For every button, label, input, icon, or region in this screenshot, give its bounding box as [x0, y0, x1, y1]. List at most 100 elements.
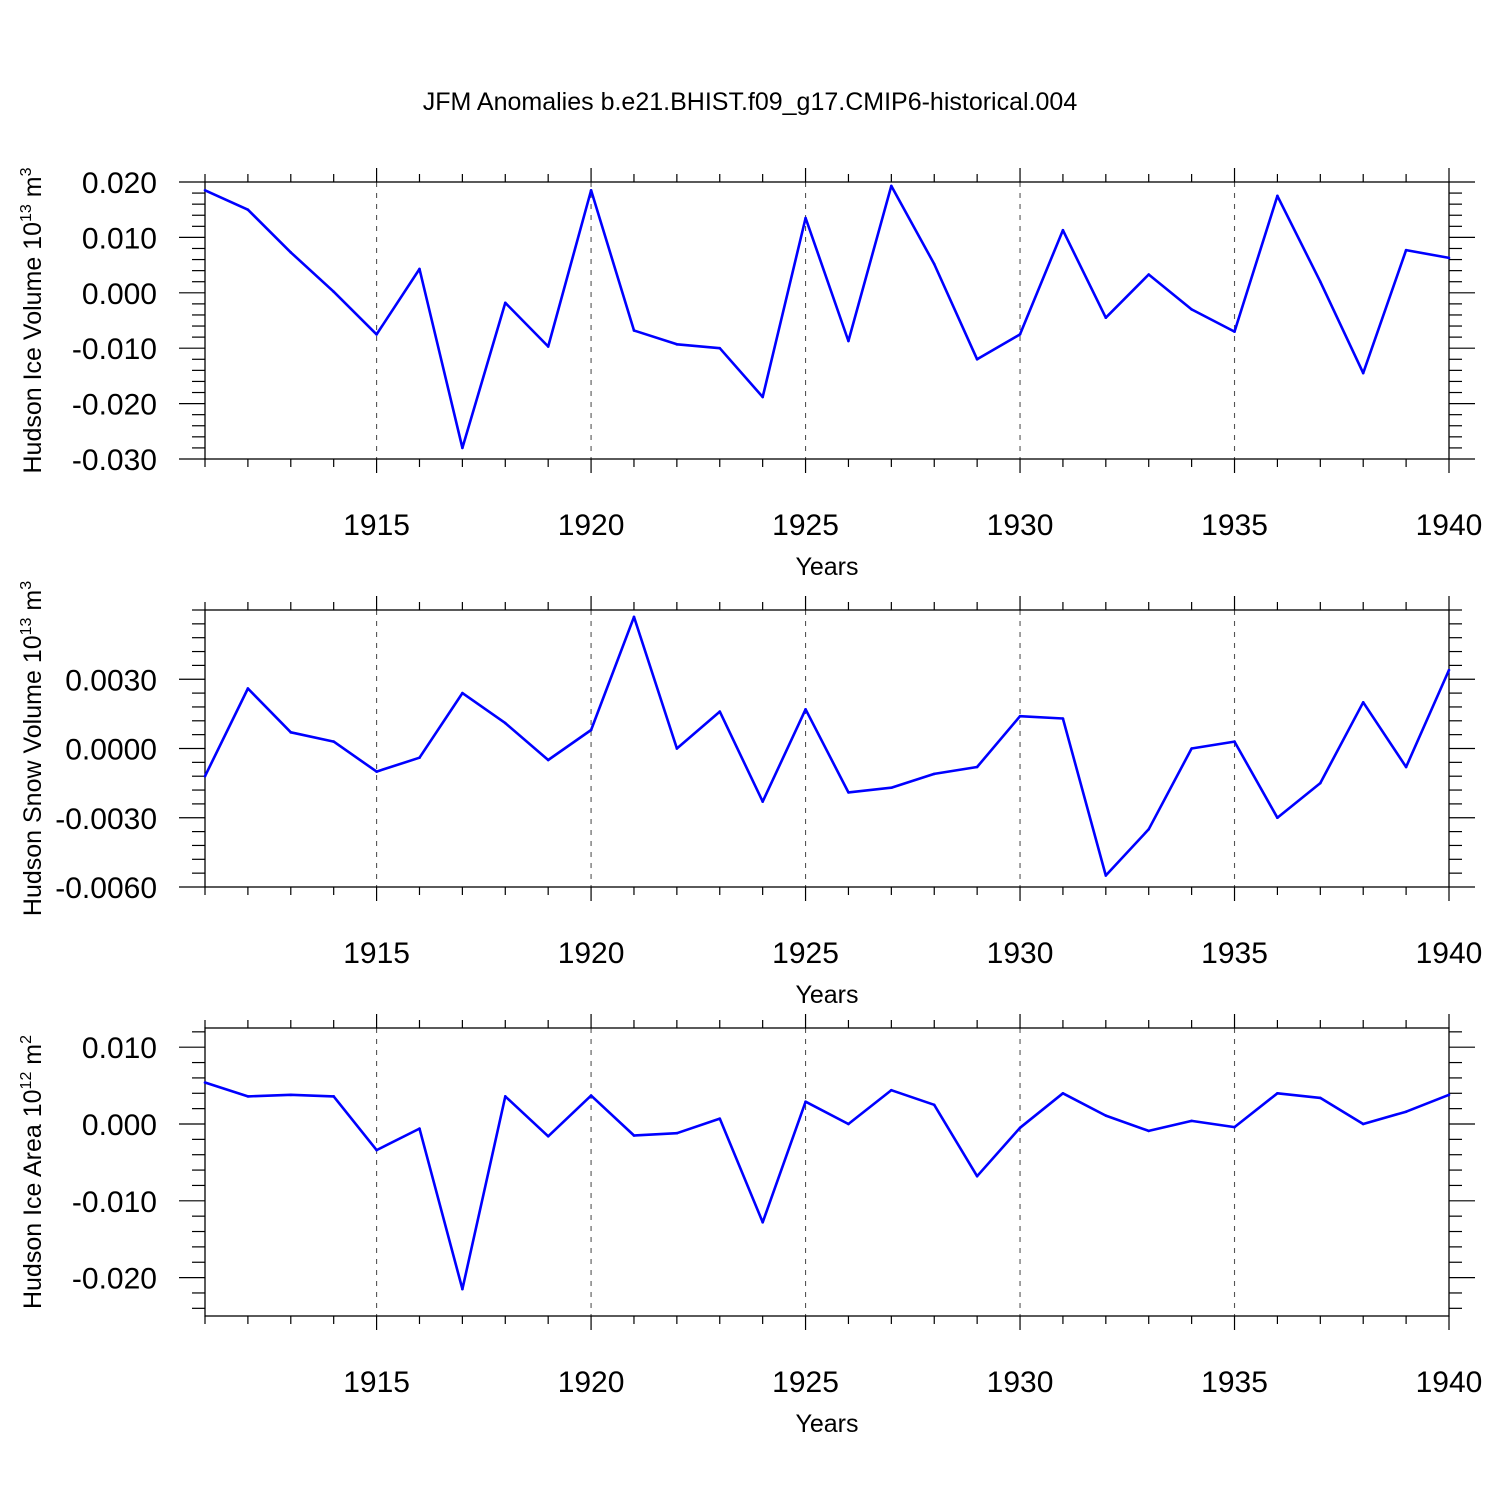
data-point [1190, 747, 1193, 750]
data-point [804, 707, 807, 711]
data-point [1104, 316, 1108, 320]
data-point [289, 731, 293, 734]
y-tick-label: 0.0000 [65, 734, 157, 767]
data-point [503, 721, 507, 725]
x-tick-label: 1915 [343, 937, 410, 970]
data-point [246, 687, 250, 690]
data-point [332, 1095, 335, 1098]
data-point [761, 395, 764, 399]
y-tick-label: -0.030 [72, 444, 157, 477]
data-point [1190, 308, 1193, 311]
data-point [975, 1174, 979, 1178]
x-tick-label: 1940 [1416, 937, 1483, 970]
panels: -0.030 -0.020 -0.010 0.000 0.010 0.020 1915 192… [18, 167, 1482, 1438]
data-point [1447, 256, 1451, 260]
data-point [1061, 1091, 1065, 1095]
data-point [718, 710, 722, 713]
data-point [1018, 333, 1022, 336]
figure-title: JFM Anomalies b.e21.BHIST.f09_g17.CMIP6-… [423, 88, 1078, 116]
y-tick-label: 0.010 [82, 222, 157, 255]
data-point [1319, 781, 1322, 785]
x-tick-label: 1940 [1416, 1366, 1483, 1399]
y-tick-label: 0.000 [82, 278, 157, 311]
data-point [589, 189, 593, 192]
plot-frame [204, 1027, 1450, 1317]
data-point [975, 765, 979, 769]
x-tick-label: 1930 [987, 509, 1054, 542]
data-point [761, 1221, 764, 1224]
data-point [203, 189, 207, 192]
y-tick-label: -0.0030 [55, 803, 157, 836]
data-point [1447, 668, 1451, 672]
data-point [1319, 280, 1322, 284]
data-point [1319, 1096, 1322, 1100]
data-point [632, 329, 636, 332]
x-tick-label: 1925 [772, 1366, 839, 1399]
data-point [804, 216, 807, 220]
x-tick-label: 1935 [1201, 1366, 1268, 1399]
x-tick-label: 1920 [558, 937, 625, 970]
data-point [1404, 248, 1408, 252]
data-point [589, 1094, 593, 1097]
series-line [203, 615, 1451, 877]
panel-3: -0.020 -0.010 0.000 0.010 1915 1920 1925 1930 19… [18, 1014, 1482, 1438]
x-tick-label: 1925 [772, 937, 839, 970]
plot-frame [204, 181, 1450, 460]
data-point [1276, 194, 1279, 198]
data-point [1061, 717, 1065, 720]
data-point [1447, 1093, 1451, 1097]
data-point [461, 691, 464, 695]
data-point [1233, 330, 1236, 333]
data-point [461, 1287, 464, 1291]
x-axis-label: Years [795, 981, 858, 1009]
y-axis-label: Hudson Ice Volume 1013 m3 [18, 167, 47, 473]
y-axis-label: Hudson Ice Area 1012 m2 [18, 1035, 47, 1309]
x-tick-label: 1920 [558, 509, 625, 542]
data-point [503, 301, 507, 305]
y-tick-label: -0.020 [72, 1263, 157, 1296]
data-point [675, 1131, 679, 1135]
data-point [675, 747, 679, 750]
data-point [1018, 1126, 1022, 1130]
data-point [1233, 740, 1236, 743]
series-line [204, 184, 1450, 450]
y-tick-label: -0.020 [72, 389, 157, 422]
data-point [932, 262, 936, 266]
data-point [589, 728, 593, 732]
data-point [332, 290, 335, 293]
data-point [1061, 228, 1065, 232]
data-point [418, 1127, 421, 1130]
x-tick-label: 1915 [343, 1366, 410, 1399]
data-point [246, 1095, 250, 1098]
x-axis-label: Years [795, 553, 858, 581]
data-point [289, 251, 293, 254]
data-point [1276, 816, 1279, 820]
y-tick-label: 0.000 [82, 1109, 157, 1142]
data-point [847, 1122, 850, 1126]
x-tick-label: 1930 [987, 1366, 1054, 1399]
y-tick-label: 0.0030 [65, 664, 157, 697]
data-point [718, 1117, 722, 1120]
data-point [546, 345, 550, 348]
data-point [632, 615, 636, 619]
data-point [1147, 273, 1151, 276]
x-tick-label: 1935 [1201, 509, 1268, 542]
y-tick-label: -0.0060 [55, 872, 157, 905]
data-point [1018, 714, 1022, 718]
x-tick-label: 1940 [1416, 509, 1483, 542]
data-point [761, 800, 764, 803]
x-tick-label: 1935 [1201, 937, 1268, 970]
data-point [1404, 765, 1408, 769]
data-point [847, 791, 850, 794]
data-point [546, 1134, 550, 1138]
data-point [1147, 1129, 1151, 1133]
x-axis-label: Years [795, 1410, 858, 1438]
series-line [204, 1081, 1450, 1291]
data-point [461, 446, 464, 450]
panel-2: -0.0060 -0.0030 0.0000 0.0030 1915 1920 1925 19… [18, 581, 1482, 1009]
data-point [675, 343, 679, 346]
y-tick-label: 0.010 [82, 1032, 157, 1065]
data-point [1361, 371, 1365, 375]
data-point [1233, 1125, 1236, 1129]
data-point [375, 770, 378, 773]
